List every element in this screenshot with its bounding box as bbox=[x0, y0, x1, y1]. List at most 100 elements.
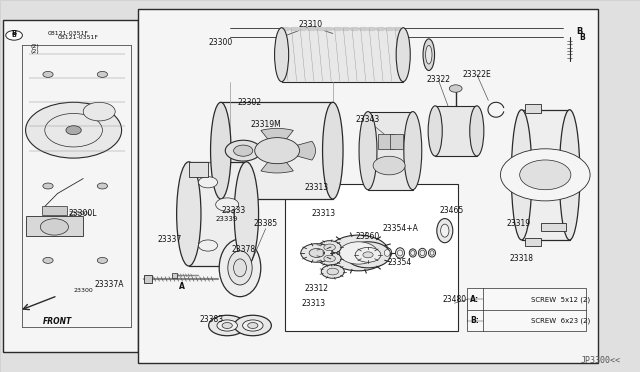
Text: 23354: 23354 bbox=[388, 258, 412, 267]
Bar bbox=[378, 134, 394, 149]
Wedge shape bbox=[277, 141, 316, 160]
Circle shape bbox=[222, 323, 232, 328]
Circle shape bbox=[520, 160, 571, 190]
Bar bbox=[285, 184, 458, 331]
Circle shape bbox=[225, 140, 261, 161]
Circle shape bbox=[26, 102, 122, 158]
Bar bbox=[525, 104, 541, 113]
Ellipse shape bbox=[429, 249, 435, 257]
Text: 23310: 23310 bbox=[298, 20, 323, 29]
Ellipse shape bbox=[404, 112, 422, 190]
Circle shape bbox=[309, 248, 324, 257]
Bar bbox=[368, 112, 413, 190]
Text: 23322: 23322 bbox=[426, 76, 451, 84]
Text: B: B bbox=[580, 33, 585, 42]
Circle shape bbox=[97, 183, 108, 189]
Circle shape bbox=[301, 244, 333, 262]
Bar bbox=[189, 162, 208, 177]
Circle shape bbox=[248, 323, 258, 328]
Text: 23313: 23313 bbox=[311, 209, 335, 218]
Ellipse shape bbox=[396, 28, 410, 82]
Ellipse shape bbox=[384, 250, 390, 256]
Text: 23480: 23480 bbox=[442, 295, 467, 304]
Circle shape bbox=[255, 138, 300, 164]
Bar bbox=[3, 20, 138, 352]
Ellipse shape bbox=[470, 106, 484, 156]
Ellipse shape bbox=[359, 112, 377, 190]
Ellipse shape bbox=[234, 162, 259, 266]
Ellipse shape bbox=[511, 110, 532, 240]
Circle shape bbox=[318, 241, 341, 254]
Circle shape bbox=[66, 126, 81, 135]
Circle shape bbox=[43, 257, 53, 263]
Text: 23300: 23300 bbox=[209, 38, 233, 47]
Circle shape bbox=[355, 247, 381, 262]
Text: 23465: 23465 bbox=[439, 206, 463, 215]
Bar bbox=[522, 110, 570, 240]
Circle shape bbox=[43, 183, 53, 189]
Bar bbox=[525, 238, 541, 246]
Text: 23378: 23378 bbox=[231, 245, 255, 254]
Circle shape bbox=[234, 145, 253, 156]
Text: B:: B: bbox=[470, 316, 479, 325]
Text: B: B bbox=[12, 31, 17, 36]
Ellipse shape bbox=[426, 45, 432, 64]
Text: 23318: 23318 bbox=[509, 254, 534, 263]
Ellipse shape bbox=[209, 315, 246, 336]
Text: 23322E: 23322E bbox=[463, 70, 491, 79]
Bar bbox=[541, 223, 566, 231]
Circle shape bbox=[327, 268, 339, 275]
Ellipse shape bbox=[559, 110, 580, 240]
Ellipse shape bbox=[217, 320, 237, 331]
Circle shape bbox=[324, 244, 335, 251]
Circle shape bbox=[198, 240, 218, 251]
Circle shape bbox=[83, 102, 115, 121]
Text: 23300L: 23300L bbox=[69, 209, 97, 218]
Text: 23300: 23300 bbox=[74, 288, 93, 293]
Circle shape bbox=[216, 198, 239, 211]
Text: 23300L: 23300L bbox=[68, 211, 92, 217]
Text: 23302: 23302 bbox=[237, 98, 262, 107]
Ellipse shape bbox=[323, 102, 343, 199]
Ellipse shape bbox=[436, 219, 453, 243]
Ellipse shape bbox=[420, 250, 425, 256]
Text: (2): (2) bbox=[31, 44, 40, 49]
Bar bbox=[435, 106, 477, 156]
Ellipse shape bbox=[234, 315, 271, 336]
Circle shape bbox=[321, 265, 344, 278]
Circle shape bbox=[373, 156, 405, 175]
Ellipse shape bbox=[219, 239, 261, 297]
Circle shape bbox=[328, 235, 389, 271]
Text: 23333: 23333 bbox=[221, 206, 246, 215]
Ellipse shape bbox=[410, 249, 417, 257]
Wedge shape bbox=[239, 141, 277, 160]
Text: 23383: 23383 bbox=[199, 315, 223, 324]
Text: (2): (2) bbox=[31, 49, 40, 54]
Ellipse shape bbox=[383, 248, 392, 258]
Ellipse shape bbox=[211, 102, 231, 199]
Circle shape bbox=[318, 252, 341, 265]
Text: B: B bbox=[12, 33, 17, 38]
Text: 23312: 23312 bbox=[305, 284, 329, 293]
Circle shape bbox=[97, 71, 108, 77]
Circle shape bbox=[40, 219, 68, 235]
Ellipse shape bbox=[411, 251, 415, 256]
Text: FRONT: FRONT bbox=[43, 317, 72, 326]
Text: JP3300<<: JP3300<< bbox=[581, 356, 621, 365]
Circle shape bbox=[198, 177, 218, 188]
Bar bbox=[26, 216, 83, 236]
Text: 23337: 23337 bbox=[157, 235, 182, 244]
Text: 23385: 23385 bbox=[253, 219, 278, 228]
Circle shape bbox=[97, 257, 108, 263]
Text: 08121-0351F: 08121-0351F bbox=[48, 31, 89, 36]
Ellipse shape bbox=[234, 259, 246, 277]
Ellipse shape bbox=[243, 320, 263, 331]
Wedge shape bbox=[261, 128, 293, 151]
Text: 23319: 23319 bbox=[506, 219, 531, 228]
Text: 23319M: 23319M bbox=[250, 120, 281, 129]
Text: 23337A: 23337A bbox=[94, 280, 124, 289]
Text: A:: A: bbox=[470, 295, 479, 304]
Text: A: A bbox=[179, 282, 186, 291]
Circle shape bbox=[346, 242, 390, 268]
Text: SCREW  5x12 (2): SCREW 5x12 (2) bbox=[531, 296, 590, 303]
